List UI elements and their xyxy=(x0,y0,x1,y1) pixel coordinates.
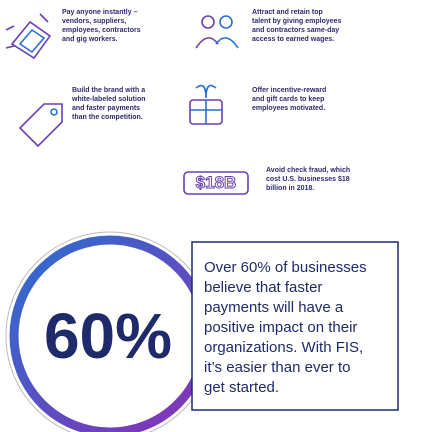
icon-gift xyxy=(189,84,223,125)
stat-text: organizations. With FIS, xyxy=(204,339,363,356)
stat-text: positive impact on their xyxy=(204,319,357,336)
item-text: cost U.S. businesses $18 xyxy=(266,176,350,183)
stat-text: believe that faster xyxy=(204,279,322,296)
item-text: than the competition. xyxy=(72,114,143,121)
item-text: and gig workers. xyxy=(62,36,118,43)
item-text: and gift cards to keep xyxy=(252,96,324,103)
item-text: and contractors same-day xyxy=(252,27,339,34)
item-text: talent by giving employees xyxy=(252,18,342,25)
stat-text: it’s easier than ever to xyxy=(204,359,350,376)
stat-box xyxy=(191,241,399,411)
item-text: vendors, suppliers, xyxy=(62,18,126,25)
item-text: and faster payments xyxy=(72,105,140,112)
icon-people xyxy=(195,15,239,49)
item-text: billion in 2018. xyxy=(266,185,314,192)
icon-hands xyxy=(5,13,52,60)
stat-text: get started. xyxy=(204,379,279,396)
icon-tag xyxy=(18,103,63,148)
item-text: employees motivated. xyxy=(252,105,325,112)
item-text: Attract and retain top xyxy=(252,9,323,16)
stat-figure: 60% xyxy=(44,300,172,372)
item-text: Offer incentive-reward xyxy=(252,87,326,94)
icon-badge xyxy=(183,171,249,195)
item-text: employees, contractors xyxy=(62,27,141,34)
item-text: Pay anyone instantly – xyxy=(62,9,138,16)
stat-text: payments will have a xyxy=(204,299,344,316)
item-text: Avoid check fraud, which xyxy=(266,167,350,174)
item-text: Build the brand with a xyxy=(72,87,145,94)
stat-text: Over 60% of businesses xyxy=(204,259,367,276)
badge-text: $18B xyxy=(196,173,237,192)
item-text: white-labeled solution xyxy=(71,96,146,103)
item-text: access to earned wages. xyxy=(252,36,334,43)
